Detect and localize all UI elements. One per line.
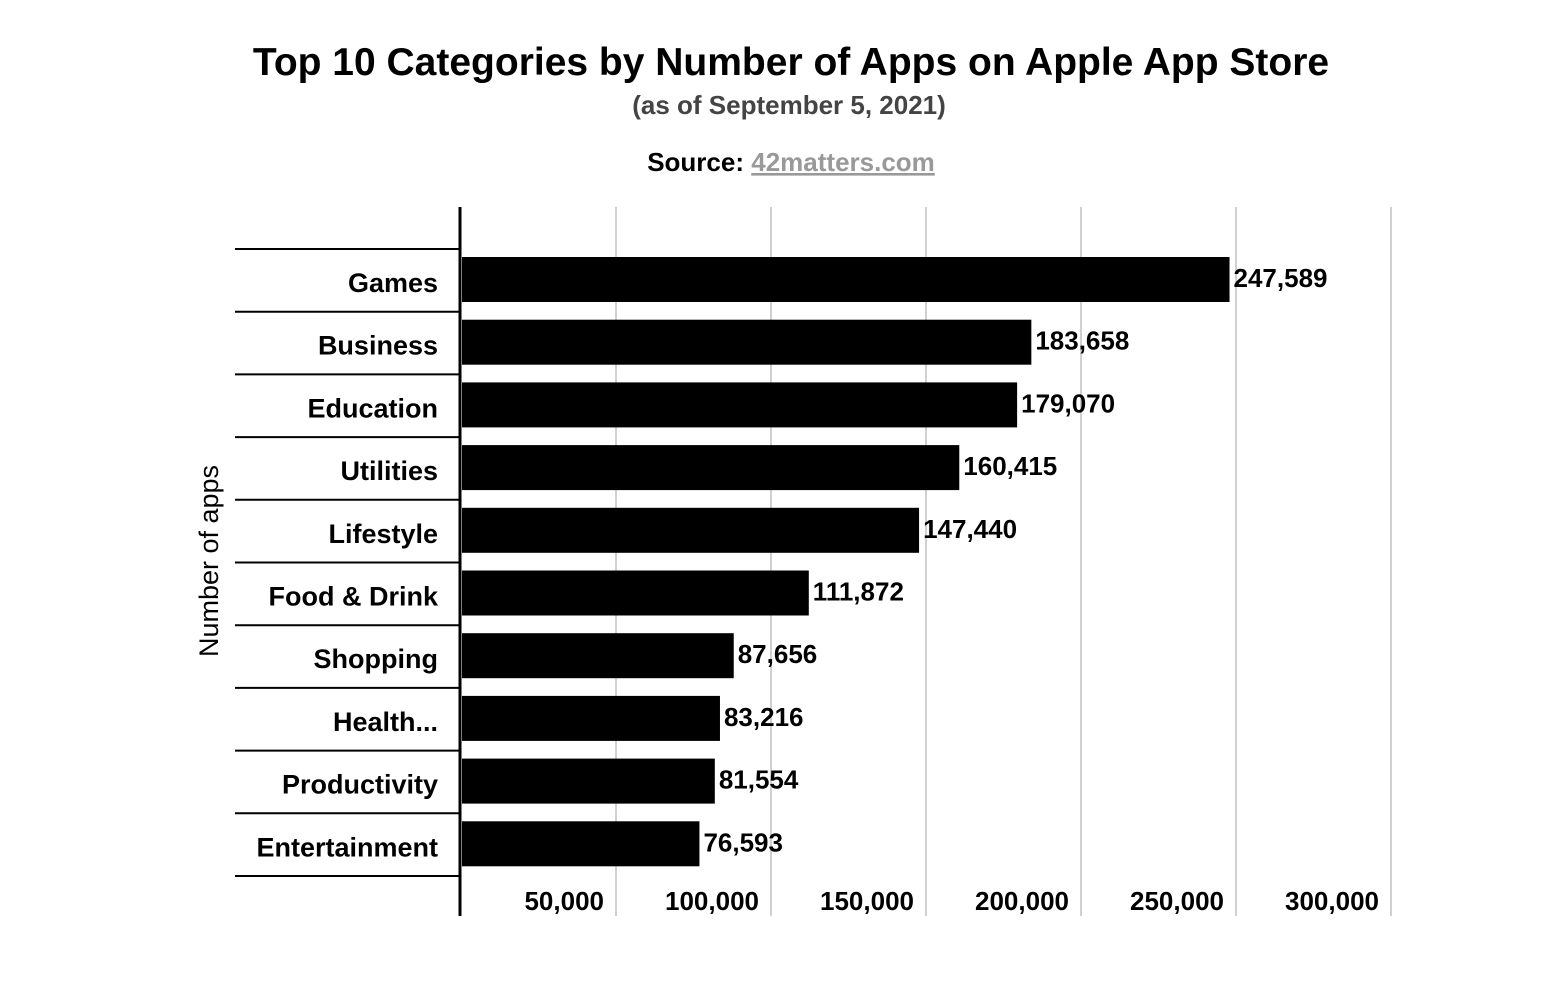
x-tick-label: 100,000 xyxy=(665,886,759,916)
category-label: Education xyxy=(307,393,438,423)
value-label: 183,658 xyxy=(1035,326,1129,356)
value-label: 111,872 xyxy=(813,577,904,607)
bar xyxy=(462,821,700,867)
value-label: 160,415 xyxy=(963,451,1057,481)
value-label: 147,440 xyxy=(923,514,1017,544)
bar xyxy=(462,257,1230,302)
category-label: Business xyxy=(318,331,438,361)
value-label: 81,554 xyxy=(719,765,799,795)
category-label: Health... xyxy=(333,707,438,737)
x-tick-label: 300,000 xyxy=(1285,886,1379,916)
x-tick-label: 150,000 xyxy=(820,886,914,916)
category-label: Productivity xyxy=(282,770,438,800)
value-label: 87,656 xyxy=(738,639,818,669)
chart-subtitle: (as of September 5, 2021) xyxy=(632,90,946,120)
value-label: 76,593 xyxy=(703,827,783,857)
bar xyxy=(462,570,809,616)
source-label: Source: xyxy=(647,147,744,177)
category-label: Food & Drink xyxy=(269,582,439,612)
bar xyxy=(462,382,1018,428)
x-tick-label: 250,000 xyxy=(1130,886,1224,916)
y-axis-label: Number of apps xyxy=(194,465,224,657)
category-label: Utilities xyxy=(340,456,438,486)
value-label: 83,216 xyxy=(724,702,804,732)
category-label: Shopping xyxy=(314,644,438,674)
value-label: 247,589 xyxy=(1234,263,1328,293)
bar xyxy=(462,507,920,553)
x-tick-label: 50,000 xyxy=(524,886,604,916)
source-link[interactable]: 42matters.com xyxy=(751,147,935,177)
x-tick-label: 200,000 xyxy=(975,886,1069,916)
category-label: Entertainment xyxy=(256,832,438,862)
bar xyxy=(462,633,734,679)
bar xyxy=(462,319,1032,365)
chart-title: Top 10 Categories by Number of Apps on A… xyxy=(253,41,1329,84)
category-label: Lifestyle xyxy=(328,519,438,549)
bar xyxy=(462,695,720,741)
value-label: 179,070 xyxy=(1021,388,1115,418)
bar xyxy=(462,445,960,491)
source-line: Source: 42matters.com xyxy=(647,147,935,177)
category-label: Games xyxy=(348,268,438,298)
bar xyxy=(462,758,715,804)
